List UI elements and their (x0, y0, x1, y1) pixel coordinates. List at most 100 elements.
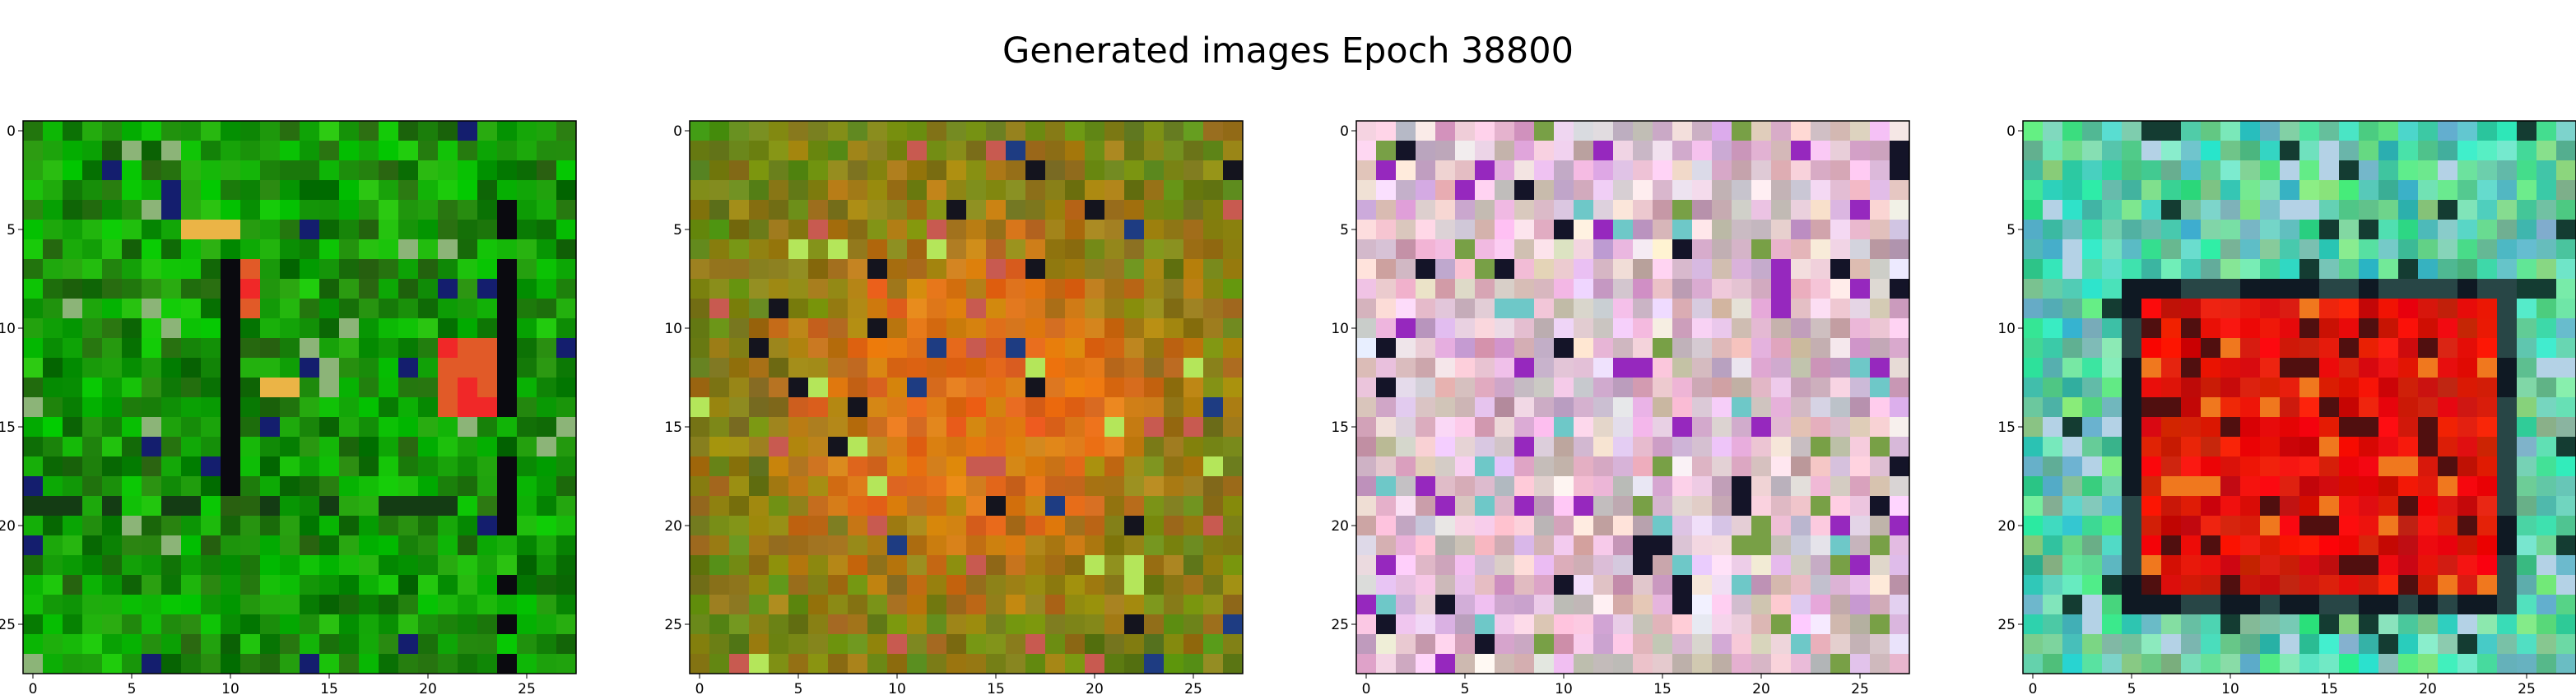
pixel (1514, 456, 1535, 477)
pixel (23, 299, 44, 319)
pixel (1065, 299, 1086, 319)
pixel (2477, 535, 2498, 556)
pixel (2141, 160, 2162, 181)
pixel (221, 634, 241, 655)
pixel (729, 634, 750, 655)
pixel (537, 299, 557, 319)
pixel (966, 378, 987, 398)
y-tick-label: 20 (664, 518, 682, 535)
pixel (2082, 220, 2103, 240)
pixel (1890, 575, 1910, 595)
pixel (1653, 456, 1673, 477)
pixel (1514, 141, 1535, 161)
pixel (477, 456, 498, 477)
pixel (2319, 141, 2340, 161)
pixel (1006, 496, 1026, 517)
pixel (1164, 516, 1184, 536)
pixel (887, 437, 908, 457)
pixel (729, 496, 750, 517)
pixel (2023, 299, 2044, 319)
pixel (1124, 456, 1145, 477)
pixel (2122, 595, 2142, 615)
pixel (2023, 634, 2044, 655)
pixel (2556, 160, 2576, 181)
pixel (319, 200, 340, 220)
pixel (709, 417, 730, 438)
pixel (1203, 654, 1224, 674)
x-tick-label: 15 (1653, 681, 1672, 695)
pixel (43, 535, 63, 556)
pixel (379, 397, 399, 418)
pixel (359, 535, 379, 556)
pixel (63, 397, 83, 418)
pixel (2043, 141, 2063, 161)
pixel (2556, 397, 2576, 418)
pixel (2062, 456, 2083, 477)
pixel (2082, 614, 2103, 635)
pixel (2082, 358, 2103, 378)
pixel (1124, 318, 1145, 339)
pixel (986, 634, 1007, 655)
pixel (2418, 239, 2439, 260)
pixel (102, 220, 123, 240)
pixel (729, 338, 750, 359)
pixel (1144, 200, 1165, 220)
pixel (1890, 318, 1910, 339)
pixel (2438, 358, 2458, 378)
pixel (1164, 476, 1184, 497)
pixel (1416, 220, 1436, 240)
pixel (1850, 476, 1871, 497)
pixel (2418, 279, 2439, 299)
x-tick-label: 10 (2221, 681, 2239, 695)
pixel (986, 555, 1007, 576)
pixel (1593, 200, 1614, 220)
pixel (1554, 121, 1574, 141)
pixel (418, 437, 439, 457)
pixel (398, 239, 419, 260)
pixel (1435, 575, 1456, 595)
pixel (2418, 121, 2439, 141)
pixel (867, 575, 888, 595)
pixel (1435, 516, 1456, 536)
pixel (1455, 220, 1476, 240)
pixel (1025, 200, 1046, 220)
pixel (2062, 358, 2083, 378)
pixel (438, 496, 458, 517)
pixel (2398, 516, 2419, 536)
pixel (1830, 180, 1851, 201)
pixel (1791, 437, 1811, 457)
pixel (1811, 496, 1831, 517)
pixel (1045, 654, 1066, 674)
pixel (1475, 299, 1495, 319)
pixel (749, 654, 770, 674)
pixel (2536, 358, 2557, 378)
pixel (887, 516, 908, 536)
pixel (2082, 378, 2103, 398)
pixel (2359, 279, 2379, 299)
pixel (2359, 378, 2379, 398)
pixel (1435, 338, 1456, 359)
pixel (438, 654, 458, 674)
pixel (43, 397, 63, 418)
pixel (1006, 200, 1026, 220)
pixel (1164, 437, 1184, 457)
x-tick-label: 10 (888, 681, 906, 695)
pixel (556, 358, 577, 378)
pixel (769, 535, 789, 556)
pixel (1574, 200, 1594, 220)
pixel (2102, 299, 2123, 319)
pixel (517, 180, 537, 201)
pixel (887, 200, 908, 220)
pixel (280, 417, 300, 438)
pixel (497, 180, 518, 201)
pixel (1593, 654, 1614, 674)
pixel (1850, 654, 1871, 674)
pixel (1514, 279, 1535, 299)
pixel (788, 654, 809, 674)
pixel (2043, 496, 2063, 517)
pixel (1183, 654, 1204, 674)
pixel (1890, 279, 1910, 299)
x-tick-label: 0 (2029, 681, 2038, 695)
pixel (1124, 338, 1145, 359)
pixel (1613, 299, 1634, 319)
